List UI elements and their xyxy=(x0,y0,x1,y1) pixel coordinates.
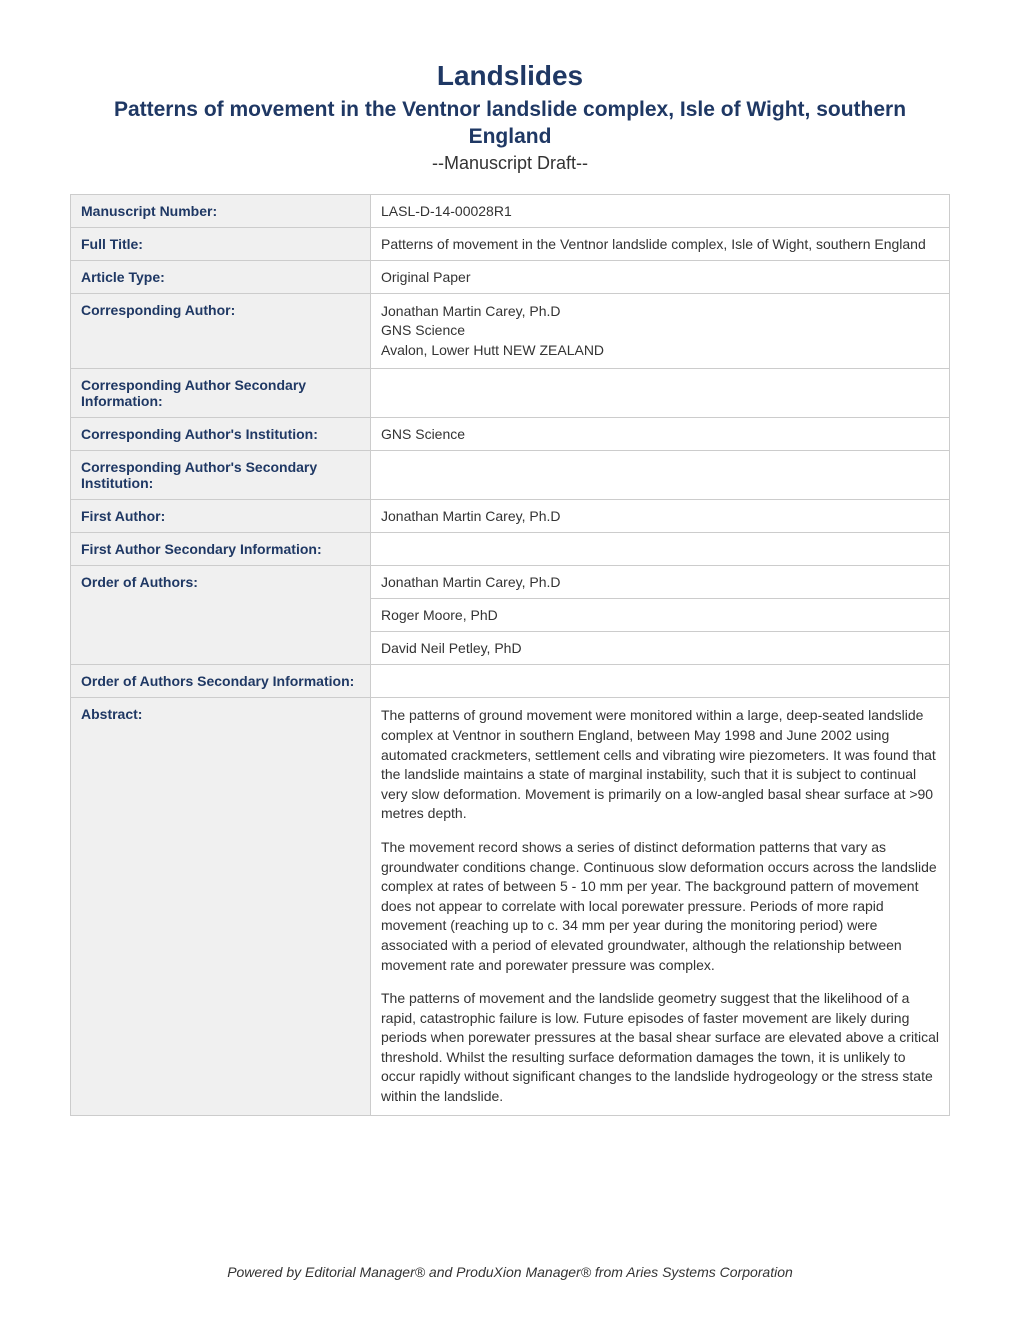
field-value: Original Paper xyxy=(371,260,950,293)
field-label: Corresponding Author: xyxy=(71,293,371,369)
field-value xyxy=(371,451,950,500)
table-row: Corresponding Author: Jonathan Martin Ca… xyxy=(71,293,950,369)
field-value: Jonathan Martin Carey, Ph.D GNS Science … xyxy=(371,293,950,369)
journal-title: Landslides xyxy=(70,60,950,92)
field-label: Full Title: xyxy=(71,227,371,260)
field-value xyxy=(371,665,950,698)
table-row: Corresponding Author Secondary Informati… xyxy=(71,369,950,418)
field-label: Corresponding Author's Institution: xyxy=(71,418,371,451)
field-label: First Author Secondary Information: xyxy=(71,533,371,566)
table-row: First Author: Jonathan Martin Carey, Ph.… xyxy=(71,500,950,533)
page-footer: Powered by Editorial Manager® and ProduX… xyxy=(0,1264,1020,1280)
table-row: Manuscript Number: LASL-D-14-00028R1 xyxy=(71,194,950,227)
abstract-value: The patterns of ground movement were mon… xyxy=(371,698,950,1115)
table-row: Corresponding Author's Institution: GNS … xyxy=(71,418,950,451)
document-header: Landslides Patterns of movement in the V… xyxy=(70,60,950,174)
abstract-paragraph: The patterns of ground movement were mon… xyxy=(381,706,939,824)
table-row: Abstract: The patterns of ground movemen… xyxy=(71,698,950,1115)
field-value xyxy=(371,533,950,566)
author-list-item: David Neil Petley, PhD xyxy=(371,632,950,665)
field-label: Article Type: xyxy=(71,260,371,293)
author-list-item: Jonathan Martin Carey, Ph.D xyxy=(371,566,950,599)
abstract-paragraph: The patterns of movement and the landsli… xyxy=(381,989,939,1107)
draft-label: --Manuscript Draft-- xyxy=(70,153,950,174)
author-list-item: Roger Moore, PhD xyxy=(371,599,950,632)
field-label: First Author: xyxy=(71,500,371,533)
field-value: LASL-D-14-00028R1 xyxy=(371,194,950,227)
author-name: Jonathan Martin Carey, Ph.D xyxy=(381,302,939,322)
field-label: Order of Authors: xyxy=(71,566,371,665)
table-row: Order of Authors Secondary Information: xyxy=(71,665,950,698)
article-title: Patterns of movement in the Ventnor land… xyxy=(70,96,950,151)
field-label: Corresponding Author's Secondary Institu… xyxy=(71,451,371,500)
field-value: Jonathan Martin Carey, Ph.D xyxy=(371,500,950,533)
table-row: First Author Secondary Information: xyxy=(71,533,950,566)
table-row: Order of Authors: Jonathan Martin Carey,… xyxy=(71,566,950,599)
author-location: Avalon, Lower Hutt NEW ZEALAND xyxy=(381,341,939,361)
author-institution: GNS Science xyxy=(381,321,939,341)
field-label: Manuscript Number: xyxy=(71,194,371,227)
table-row: Full Title: Patterns of movement in the … xyxy=(71,227,950,260)
table-row: Article Type: Original Paper xyxy=(71,260,950,293)
field-value: GNS Science xyxy=(371,418,950,451)
field-label: Corresponding Author Secondary Informati… xyxy=(71,369,371,418)
manuscript-table: Manuscript Number: LASL-D-14-00028R1 Ful… xyxy=(70,194,950,1116)
field-label: Abstract: xyxy=(71,698,371,1115)
table-row: Corresponding Author's Secondary Institu… xyxy=(71,451,950,500)
field-label: Order of Authors Secondary Information: xyxy=(71,665,371,698)
field-value: Patterns of movement in the Ventnor land… xyxy=(371,227,950,260)
field-value xyxy=(371,369,950,418)
abstract-paragraph: The movement record shows a series of di… xyxy=(381,838,939,975)
